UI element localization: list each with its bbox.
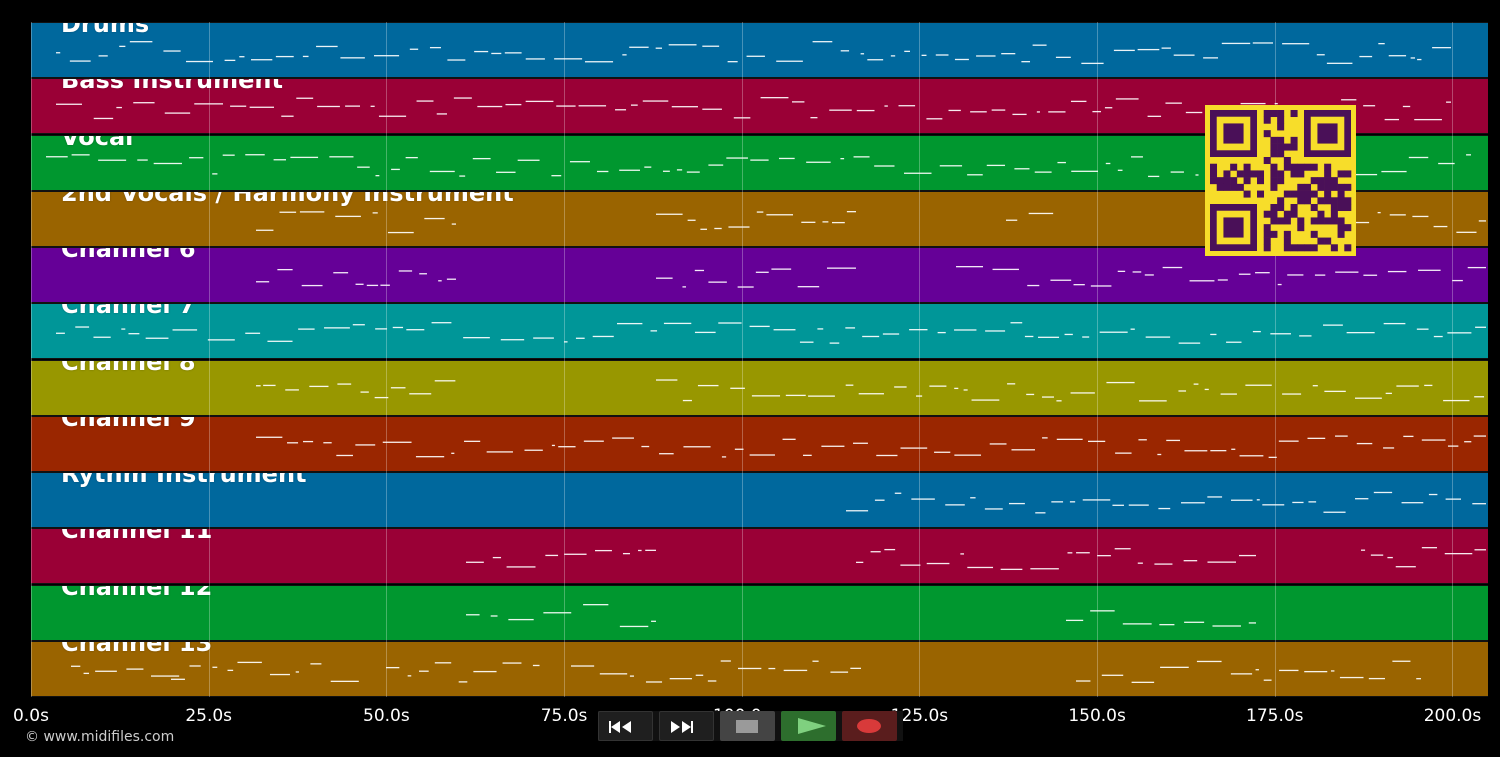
- track-label: Rythm Instrument: [61, 472, 307, 488]
- grid-line: [564, 22, 566, 697]
- note-events: [466, 547, 1486, 571]
- transport-controls: [598, 711, 903, 741]
- note-events: [56, 41, 1451, 65]
- track-label: Drums: [61, 22, 150, 38]
- rewind-button[interactable]: [598, 711, 653, 741]
- track-lane: Drums: [31, 22, 1488, 78]
- note-events: [256, 266, 1486, 288]
- grid-line: [919, 22, 921, 697]
- track-lane: Channel 7: [31, 303, 1488, 360]
- track-lane: Channel 12: [31, 584, 1488, 641]
- play-icon: [798, 718, 826, 734]
- x-tick-label: 75.0s: [540, 706, 588, 726]
- track-label: Channel 6: [61, 247, 196, 263]
- grid-line: [1097, 22, 1099, 697]
- play-button[interactable]: [781, 711, 836, 741]
- track-label: Channel 7: [61, 303, 196, 320]
- fast-forward-button[interactable]: [659, 711, 714, 741]
- track-lane: Rythm Instrument: [31, 472, 1488, 528]
- x-tick-label: 25.0s: [185, 706, 233, 726]
- track-lane: Channel 9: [31, 415, 1488, 472]
- qr-code-image: [1205, 105, 1356, 256]
- track-label: 2nd Vocals / Harmony Instrument: [61, 190, 514, 207]
- grid-line: [386, 22, 388, 697]
- track-label: Bass Instrument: [61, 78, 283, 95]
- note-events: [256, 210, 1486, 233]
- note-events: [846, 491, 1486, 514]
- note-events: [256, 435, 1486, 458]
- grid-line: [1452, 22, 1454, 697]
- note-events: [466, 603, 1256, 627]
- x-tick-label: 200.0s: [1423, 706, 1482, 726]
- track-lane: Channel 13: [31, 640, 1488, 697]
- fast-forward-icon: [671, 721, 693, 733]
- track-label: Channel 12: [61, 584, 213, 601]
- stop-button[interactable]: [720, 711, 775, 741]
- x-tick-label: 150.0s: [1068, 706, 1126, 726]
- note-events: [56, 322, 1486, 345]
- track-lane: Channel 11: [31, 528, 1488, 585]
- track-label: Vocal: [61, 134, 134, 151]
- record-icon: [857, 719, 881, 733]
- grid-line: [741, 22, 743, 697]
- copyright-text: © www.midifiles.com: [25, 729, 175, 745]
- x-tick-label: 0.0s: [13, 706, 49, 726]
- grid-line: [31, 22, 32, 697]
- rewind-icon: [609, 721, 631, 733]
- track-label: Channel 13: [61, 640, 213, 657]
- track-label: Channel 9: [61, 415, 196, 432]
- track-label: Channel 11: [61, 528, 213, 545]
- record-button[interactable]: [842, 711, 897, 741]
- track-lane: Channel 8: [31, 359, 1488, 416]
- track-label: Channel 8: [61, 359, 196, 376]
- x-tick-label: 175.0s: [1246, 706, 1304, 726]
- track-lane: Channel 6: [31, 247, 1488, 303]
- grid-line: [1274, 22, 1276, 697]
- x-tick-label: 50.0s: [363, 706, 410, 726]
- stop-icon: [736, 720, 758, 733]
- grid-line: [208, 22, 210, 697]
- note-events: [256, 378, 1485, 402]
- x-tick-label: 125.0s: [890, 706, 949, 726]
- note-events: [71, 660, 1421, 683]
